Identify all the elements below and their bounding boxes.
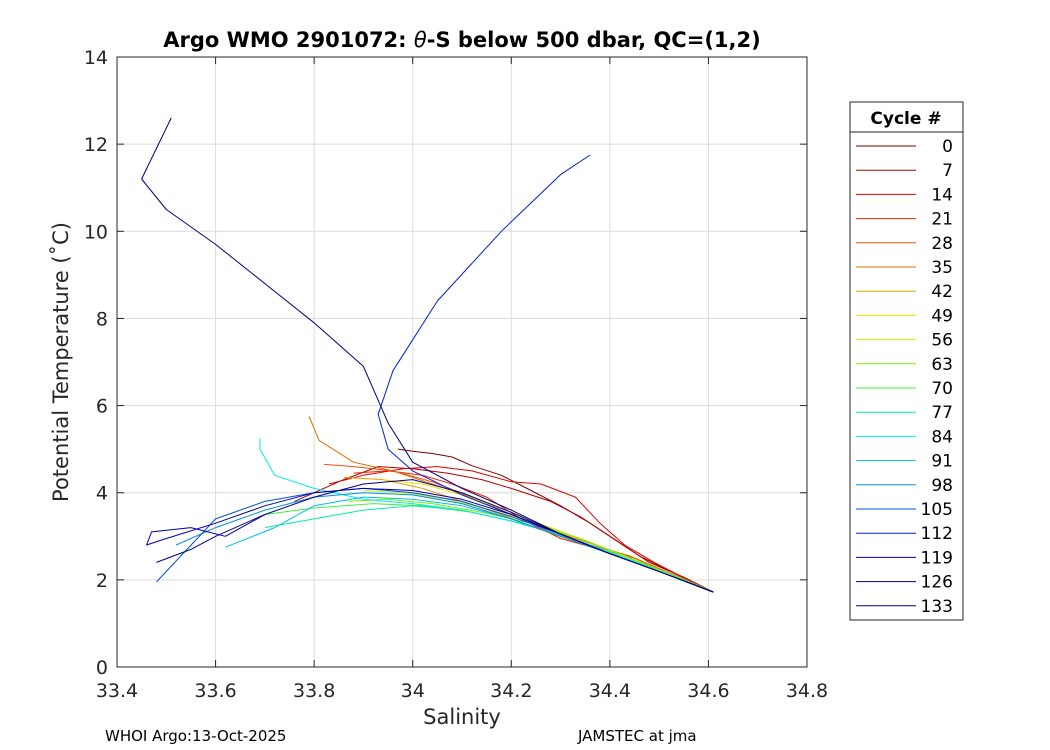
legend-label: 49 <box>931 306 953 326</box>
y-tick-label: 12 <box>84 134 108 156</box>
legend-entry: 63 <box>856 355 953 375</box>
y-tick-label: 4 <box>96 483 108 505</box>
x-tick-label: 33.6 <box>194 680 236 702</box>
series-lines <box>141 117 714 593</box>
legend-label: 7 <box>942 161 953 181</box>
legend-entry: 28 <box>856 234 953 254</box>
x-tick-label: 33.8 <box>293 680 335 702</box>
series-line-cycle-133 <box>141 117 714 593</box>
legend-label: 63 <box>931 355 953 375</box>
legend-entry: 133 <box>856 597 953 617</box>
legend-label: 42 <box>931 282 953 302</box>
legend: Cycle # 0 7 14 21 28 35 42 49 56 63 70 77 84 91 98 105 1… <box>849 101 964 621</box>
y-axis-label: Potential Temperature (˚C) <box>49 222 73 502</box>
axis-ticks: 33.4 33.6 33.8 34 34.2 34.4 34.6 34.8 0 2 4 6 8 10 12 1… <box>84 47 828 702</box>
series-line-cycle-119 <box>146 487 714 593</box>
x-tick-label: 34.6 <box>687 680 729 702</box>
legend-entry: 21 <box>856 210 953 230</box>
x-tick-label: 33.4 <box>96 680 138 702</box>
series-line-cycle-70 <box>264 503 714 593</box>
footer-left-credit: WHOI Argo:13-Oct-2025 <box>105 727 286 745</box>
legend-entry: 119 <box>856 548 953 568</box>
y-tick-label: 0 <box>96 657 108 679</box>
legend-label: 21 <box>931 210 953 230</box>
legend-entry: 112 <box>856 524 953 544</box>
legend-label: 28 <box>931 234 953 254</box>
chart-title-suffix: -S below 500 dbar, QC=(1,2) <box>427 28 761 52</box>
grid-lines <box>117 57 807 667</box>
x-tick-label: 34.8 <box>786 680 828 702</box>
chart-title: Argo WMO 2901072: θ-S below 500 dbar, QC… <box>163 28 760 52</box>
series-line-cycle-84 <box>259 438 714 593</box>
chart-title-prefix: Argo WMO 2901072: <box>163 28 414 52</box>
legend-entry: 70 <box>856 379 953 399</box>
series-line-cycle-77 <box>264 505 714 593</box>
legend-entry: 105 <box>856 500 953 520</box>
chart-title-theta: θ <box>414 28 427 52</box>
legend-label: 98 <box>931 476 953 496</box>
legend-entry: 35 <box>856 258 953 278</box>
legend-entry: 49 <box>856 306 953 326</box>
x-tick-label: 34 <box>401 680 425 702</box>
legend-label: 56 <box>931 331 953 351</box>
legend-label: 84 <box>931 427 953 447</box>
y-tick-label: 2 <box>96 570 108 592</box>
legend-entry: 0 <box>856 137 953 157</box>
legend-entry: 56 <box>856 331 953 351</box>
legend-label: 133 <box>921 597 953 617</box>
series-line-cycle-63 <box>348 498 714 593</box>
legend-entry: 91 <box>856 452 953 472</box>
legend-entry: 98 <box>856 476 953 496</box>
y-tick-label: 14 <box>84 47 108 69</box>
series-line-cycle-0 <box>397 448 714 593</box>
x-axis-label: Salinity <box>423 705 501 729</box>
x-tick-label: 34.4 <box>589 680 631 702</box>
legend-entries: 0 7 14 21 28 35 42 49 56 63 70 77 84 91 98 105 112 119 126… <box>856 137 953 617</box>
x-tick-label: 34.2 <box>490 680 532 702</box>
plot-area-frame <box>116 56 808 668</box>
series-line-cycle-28 <box>323 463 714 593</box>
legend-label: 77 <box>931 403 953 423</box>
legend-label: 105 <box>921 500 953 520</box>
legend-label: 119 <box>921 548 953 568</box>
legend-entry: 77 <box>856 403 953 423</box>
legend-entry: 42 <box>856 282 953 302</box>
legend-entry: 84 <box>856 427 953 447</box>
series-line-cycle-35 <box>308 416 714 593</box>
legend-entry: 7 <box>856 161 953 181</box>
legend-title: Cycle # <box>870 109 941 129</box>
legend-entry: 126 <box>856 573 953 593</box>
series-line-cycle-14 <box>328 466 714 593</box>
legend-label: 35 <box>931 258 953 278</box>
footer-right-credit: JAMSTEC at jma <box>577 727 697 745</box>
legend-label: 70 <box>931 379 953 399</box>
legend-entry: 14 <box>856 185 953 205</box>
series-line-cycle-21 <box>353 470 714 593</box>
legend-label: 14 <box>931 185 953 205</box>
y-tick-label: 8 <box>96 308 108 330</box>
legend-label: 112 <box>921 524 953 544</box>
legend-label: 126 <box>921 573 953 593</box>
y-tick-label: 10 <box>84 221 108 243</box>
legend-label: 91 <box>931 452 953 472</box>
legend-label: 0 <box>942 137 953 157</box>
y-tick-label: 6 <box>96 396 108 418</box>
